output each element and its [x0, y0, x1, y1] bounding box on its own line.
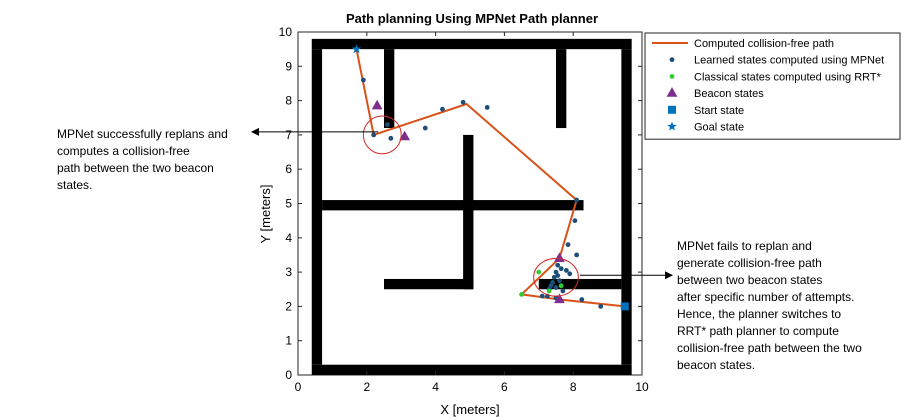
- obstacle-wall: [384, 49, 395, 129]
- annotation-right-line: Hence, the planner switches to: [677, 307, 842, 321]
- obstacle-wall: [311, 364, 632, 375]
- annotation-right-line: between two beacon states: [677, 273, 823, 287]
- y-tick-label: 5: [285, 197, 292, 211]
- y-tick-label: 9: [285, 59, 292, 73]
- x-tick-label: 4: [432, 380, 439, 394]
- learned-state-point: [560, 288, 566, 294]
- y-tick-label: 8: [285, 94, 292, 108]
- classical-state-point: [558, 283, 564, 289]
- legend-label: Computed collision-free path: [694, 38, 834, 50]
- learned-state-point: [574, 252, 580, 258]
- legend-beacon-swatch: [666, 87, 678, 97]
- x-tick-label: 10: [635, 380, 649, 394]
- annotation-right-line: beacon states.: [677, 358, 756, 372]
- annotation-left-line: MPNet successfully replans and: [57, 127, 228, 141]
- learned-state-point: [555, 262, 561, 268]
- obstacle-wall: [621, 49, 632, 365]
- chart-title: Path planning Using MPNet Path planner: [346, 11, 598, 26]
- path-line: [355, 48, 625, 308]
- annotation-left-line: states.: [57, 178, 93, 192]
- annotation-left: MPNet successfully replans and computes …: [57, 126, 228, 194]
- legend-classical-swatch: [669, 74, 675, 79]
- y-tick-label: 10: [279, 25, 293, 39]
- legend-learned-swatch: [669, 57, 675, 63]
- classical-state-point: [519, 291, 524, 297]
- x-tick-label: 6: [501, 380, 508, 394]
- y-tick-label: 1: [285, 334, 292, 348]
- y-tick-label: 7: [285, 128, 292, 142]
- learned-state-point: [422, 125, 428, 131]
- goal-point: [351, 44, 362, 54]
- start-point: [620, 302, 629, 311]
- beacon-point: [554, 293, 565, 304]
- legend-label: Start state: [694, 105, 744, 117]
- obstacle-wall: [322, 200, 584, 211]
- classical-state-point: [546, 288, 552, 294]
- learned-state-point: [360, 77, 366, 83]
- learned-state-point: [598, 304, 604, 309]
- y-tick-label: 4: [285, 231, 292, 245]
- learned-state-point: [388, 135, 394, 141]
- y-tick-label: 2: [285, 299, 292, 313]
- obstacle-wall: [311, 49, 323, 365]
- x-tick-label: 2: [363, 380, 370, 394]
- legend: Computed collision-free path Learned stat…: [644, 32, 901, 140]
- y-tick-label: 3: [285, 265, 292, 279]
- learned-state-point: [484, 105, 490, 110]
- learned-state-point: [579, 297, 585, 302]
- annotation-right-line: after specific number of attempts.: [677, 290, 855, 304]
- legend-label: Learned states computed using MPNet: [694, 55, 884, 67]
- obstacle-wall: [556, 49, 567, 129]
- x-axis-label: X [meters]: [440, 402, 499, 417]
- y-tick-label: 6: [285, 162, 292, 176]
- annotation-left-line: path between the two beacon: [57, 161, 214, 175]
- annotation-right-line: RRT* path planner to compute: [677, 324, 839, 338]
- learned-state-point: [371, 132, 377, 138]
- learned-state-point: [574, 197, 580, 203]
- highlight-ellipse: [533, 257, 579, 297]
- x-tick-label: 8: [570, 380, 577, 394]
- legend-label: Goal state: [694, 122, 744, 134]
- legend-start-swatch: [668, 105, 676, 114]
- learned-state-point: [460, 99, 466, 105]
- annotation-right-line: collision-free path between the two: [677, 341, 862, 355]
- learned-state-point: [440, 106, 445, 112]
- y-tick-label: 0: [285, 368, 292, 382]
- obstacle-wall: [384, 278, 474, 290]
- annotation-right: MPNet fails to replan and generate colli…: [677, 238, 862, 374]
- annotation-arrows: [251, 127, 673, 280]
- learned-state-point: [567, 271, 573, 277]
- classical-state-point: [536, 269, 542, 275]
- learned-state-point: [563, 267, 569, 273]
- beacon-point: [399, 130, 411, 141]
- highlight-ellipse: [362, 115, 402, 155]
- learned-state-point: [565, 242, 571, 248]
- learned-state-point: [539, 293, 545, 299]
- beacon-point: [371, 99, 383, 110]
- obstacle-wall: [311, 38, 632, 50]
- plot-area: 0 2 4 6 8 10 0 1 2 3 4 5 6 7 8 9 10: [279, 25, 649, 394]
- y-axis-label: Y [meters]: [258, 184, 273, 243]
- obstacle-wall: [463, 134, 474, 290]
- beacon-point: [554, 252, 565, 262]
- learned-state-point: [572, 218, 578, 224]
- annotation-right-line: MPNet fails to replan and: [677, 239, 812, 253]
- legend-label: Classical states computed using RRT*: [694, 71, 882, 83]
- legend-box: [644, 32, 901, 140]
- x-tick-label: 0: [295, 380, 302, 394]
- learned-state-point: [558, 266, 564, 272]
- learned-state-point: [557, 278, 562, 284]
- annotation-left-line: computes a collision-free: [57, 144, 190, 158]
- obstacle-wall: [538, 278, 622, 290]
- learned-state-point: [385, 122, 390, 128]
- learned-state-point: [555, 273, 561, 278]
- legend-goal-swatch: [667, 121, 677, 131]
- learned-state-point: [553, 285, 559, 290]
- legend-label: Beacon states: [694, 88, 764, 100]
- annotation-right-line: generate collision-free path: [677, 256, 822, 270]
